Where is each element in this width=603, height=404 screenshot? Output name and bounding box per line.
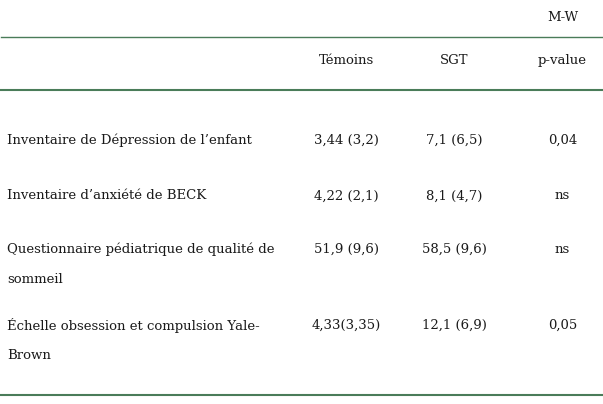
Text: Questionnaire pédiatrique de qualité de: Questionnaire pédiatrique de qualité de — [7, 242, 275, 256]
Text: 0,04: 0,04 — [548, 133, 577, 146]
Text: 12,1 (6,9): 12,1 (6,9) — [422, 319, 487, 332]
Text: sommeil: sommeil — [7, 273, 63, 286]
Text: 51,9 (9,6): 51,9 (9,6) — [314, 243, 379, 256]
Text: 58,5 (9,6): 58,5 (9,6) — [422, 243, 487, 256]
Text: Brown: Brown — [7, 349, 51, 362]
Text: 0,05: 0,05 — [548, 319, 577, 332]
Text: Témoins: Témoins — [319, 54, 374, 67]
Text: Inventaire d’anxiété de BECK: Inventaire d’anxiété de BECK — [7, 189, 207, 202]
Text: 4,22 (2,1): 4,22 (2,1) — [314, 189, 379, 202]
Text: SGT: SGT — [440, 54, 469, 67]
Text: ns: ns — [555, 189, 570, 202]
Text: ns: ns — [555, 243, 570, 256]
Text: Inventaire de Dépression de l’enfant: Inventaire de Dépression de l’enfant — [7, 133, 252, 147]
Text: p-value: p-value — [538, 54, 587, 67]
Text: 8,1 (4,7): 8,1 (4,7) — [426, 189, 483, 202]
Text: 4,33(3,35): 4,33(3,35) — [312, 319, 381, 332]
Text: M-W: M-W — [547, 11, 578, 24]
Text: 3,44 (3,2): 3,44 (3,2) — [314, 133, 379, 146]
Text: 7,1 (6,5): 7,1 (6,5) — [426, 133, 483, 146]
Text: Échelle obsession et compulsion Yale-: Échelle obsession et compulsion Yale- — [7, 318, 260, 333]
